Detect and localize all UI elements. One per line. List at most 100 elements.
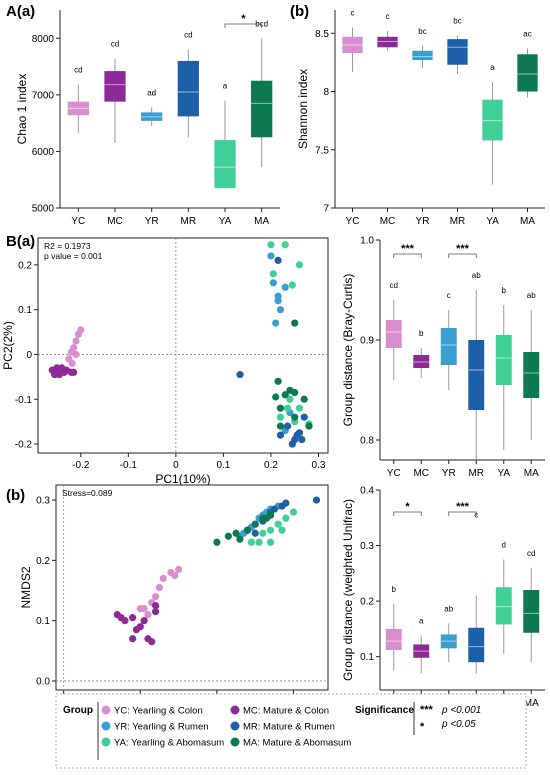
point-MA	[274, 377, 282, 385]
annotation: Stress=0.089	[62, 488, 113, 498]
point-YA	[295, 404, 304, 412]
point-YR	[272, 319, 280, 327]
sig-letter-YA: d	[502, 540, 506, 549]
sig-letter-MC: b	[419, 329, 424, 338]
point-MA	[281, 391, 289, 399]
y-tick-label: 0.8	[360, 436, 374, 447]
y-axis-label: Shannon index	[296, 69, 310, 149]
point-YC	[152, 592, 160, 601]
point-YC	[155, 583, 164, 592]
point-YA	[247, 538, 255, 546]
point-YC	[140, 605, 148, 613]
box-YA	[214, 140, 236, 189]
y-axis-label: Chao 1 index	[15, 74, 29, 145]
sig-bracket	[393, 511, 422, 516]
point-MR	[251, 529, 259, 537]
sig-bracket	[393, 253, 422, 258]
point-YR	[267, 252, 275, 260]
box-YC	[385, 320, 402, 348]
point-MA	[276, 422, 285, 430]
sig-letter-MC: cd	[111, 40, 119, 49]
chart-bray: 0.8 0.9 1.0 Group distance (Bray-Curtis) YC c…	[341, 236, 545, 479]
legend-label-YA: YA: Yearling & Abomasum	[114, 738, 224, 749]
point-MC	[129, 635, 137, 643]
y-tick-label: 0.1	[36, 616, 50, 627]
chart-chao1: 5000 6000 7000 8000 Chao 1 index YC cd MC cd YR ad…	[15, 10, 280, 227]
point-MC	[132, 626, 141, 634]
sig-marker: ***	[456, 501, 470, 513]
y-axis-label: NMDS2	[19, 566, 33, 608]
point-YC	[174, 565, 183, 574]
box-YR	[412, 50, 433, 61]
y-axis-label: Group distance (Bray-Curtis)	[341, 274, 355, 427]
sig-letter-MA: cd	[527, 549, 535, 558]
point-MA	[243, 526, 252, 534]
x-tick-label-MA: MA	[524, 468, 539, 479]
plot-frame	[55, 484, 329, 691]
y-tick-label: 0.1	[18, 305, 32, 316]
x-tick-label-MA: MA	[524, 698, 539, 709]
y-tick-label: -0.1	[15, 395, 33, 406]
point-MC	[70, 368, 78, 376]
sig-letter-MC: a	[419, 617, 424, 626]
sig-letter-YR: bc	[418, 27, 426, 36]
point-MR	[300, 413, 308, 421]
point-MA	[266, 511, 275, 519]
box-YC	[385, 628, 402, 650]
sig-marker: ***	[456, 243, 470, 255]
sig-letter-MR: cd	[184, 31, 192, 40]
y-tick-label: 1.0	[360, 236, 374, 247]
point-YC	[144, 611, 152, 619]
x-tick-label: 0.2	[264, 460, 278, 471]
y-tick-label: 0.2	[360, 597, 374, 608]
sig-marker: ***	[401, 243, 415, 255]
point-YR	[269, 279, 277, 287]
x-tick-label-MA: MA	[254, 216, 269, 227]
legend-sig-text: p <0.05	[441, 719, 476, 730]
chart-unifrac: 0.1 0.2 0.3 0.4 Group distance (weighted Uni…	[341, 486, 545, 709]
y-axis-label: PC2(2%)	[1, 321, 15, 370]
legend-swatch-YA	[101, 737, 111, 747]
point-MA	[224, 532, 232, 540]
sig-letter-YC: b	[392, 585, 397, 594]
point-YA	[283, 404, 292, 412]
x-tick-label-MC: MC	[413, 468, 429, 479]
legend-swatch-YR	[101, 721, 111, 731]
point-YA	[269, 270, 277, 278]
x-tick-label-MR: MR	[181, 216, 197, 227]
point-MR	[298, 435, 306, 444]
point-MA	[236, 535, 244, 543]
box-MA	[523, 590, 540, 633]
legend-label-YC: YC: Yearling & Colon	[114, 706, 203, 717]
x-tick-label-YC: YC	[387, 468, 401, 479]
y-tick-label: 8	[323, 87, 329, 98]
y-tick-label: 8.5	[315, 29, 329, 40]
legend-label-MC: MC: Mature & Colon	[243, 706, 329, 717]
box-YA	[495, 335, 512, 385]
point-MC	[121, 617, 129, 625]
y-tick-label: 0.0	[36, 676, 50, 687]
chart-shannon: 7 7.5 8 8.5 Shannon index YC c MC c YR bc MR bc YA a MA…	[296, 8, 545, 227]
x-tick-label-MC: MC	[107, 216, 123, 227]
point-YA	[286, 395, 294, 403]
point-MR	[295, 429, 304, 437]
sig-letter-YA: a	[223, 82, 228, 91]
box-YA	[495, 587, 512, 625]
box-MA	[517, 54, 538, 92]
x-tick-label-YC: YC	[71, 216, 85, 227]
chart-pcoa: -0.2 -0.1 0 0.1 0.2 0.3 -0.2 -0.1 0 0.1 0.2 PC1(10%…	[1, 237, 329, 486]
x-tick-label-YR: YR	[145, 216, 159, 227]
y-axis-label: Group distance (weighted Unifrac)	[341, 499, 355, 681]
legend-label-MR: MR: Mature & Rumen	[243, 722, 335, 733]
sig-letter-MR: bc	[453, 17, 461, 26]
sig-letter-YA: a	[490, 63, 495, 72]
box-MA	[523, 352, 540, 398]
point-MA	[232, 529, 240, 537]
point-MC	[144, 635, 152, 643]
legend-swatch-MC	[230, 705, 240, 715]
sig-marker: *	[405, 501, 410, 513]
legend-label-MA: MA: Mature & Abomasum	[243, 738, 351, 749]
panel-label-Ba: B(a)	[6, 233, 35, 250]
y-tick-label: 5000	[32, 204, 55, 215]
